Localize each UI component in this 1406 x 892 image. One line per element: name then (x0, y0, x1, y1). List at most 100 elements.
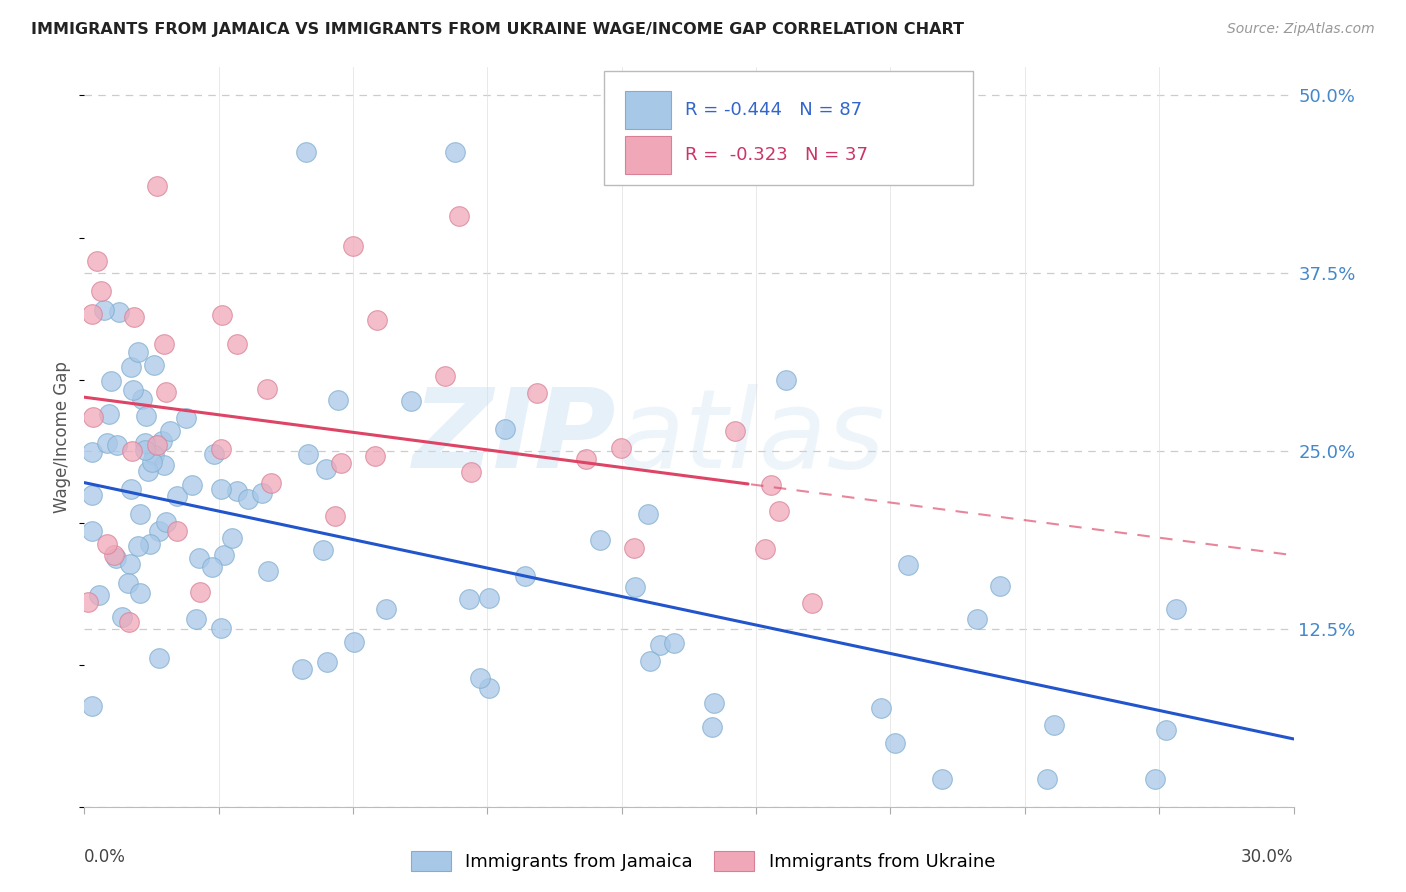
Point (648, 638, 671, 652)
Text: 30.0%: 30.0% (1241, 848, 1294, 866)
Y-axis label: Wage/Income Gap: Wage/Income Gap (53, 361, 72, 513)
Point (134, 436, 156, 450)
Point (82, 409, 104, 424)
Point (329, 456, 352, 470)
Point (201, 559, 224, 574)
Point (124, 310, 146, 325)
Point (77, 595, 100, 609)
Point (364, 449, 387, 463)
Point (457, 591, 479, 606)
Point (702, 720, 724, 734)
Point (1166, 602, 1188, 616)
Point (143, 449, 166, 463)
Point (623, 541, 645, 555)
Point (883, 736, 905, 750)
Point (966, 611, 988, 625)
Point (375, 601, 398, 615)
Point (212, 548, 235, 562)
Point (988, 579, 1011, 593)
Point (111, 610, 134, 624)
Point (96, 536, 118, 550)
Point (146, 438, 169, 452)
Point (96, 436, 118, 450)
Point (434, 369, 457, 384)
Point (931, 772, 953, 786)
Point (637, 507, 659, 521)
Point (181, 478, 204, 492)
Point (100, 375, 122, 389)
Legend: Immigrants from Jamaica, Immigrants from Ukraine: Immigrants from Jamaica, Immigrants from… (404, 844, 1002, 879)
Point (256, 564, 278, 578)
Text: 0.0%: 0.0% (84, 848, 127, 866)
Point (323, 509, 346, 524)
Point (118, 615, 141, 630)
Point (225, 484, 247, 499)
Point (150, 434, 173, 448)
Point (155, 515, 177, 529)
Point (139, 537, 162, 551)
Point (754, 542, 776, 557)
Point (526, 386, 548, 401)
Point (238, 491, 260, 506)
FancyBboxPatch shape (624, 91, 671, 128)
Point (477, 681, 499, 695)
Point (662, 635, 685, 649)
Point (1154, 723, 1177, 738)
Point (87, 588, 110, 602)
Point (250, 485, 273, 500)
Point (328, 393, 350, 408)
Point (775, 373, 797, 387)
Point (589, 533, 612, 548)
Point (494, 422, 516, 436)
Point (703, 696, 725, 710)
Point (103, 548, 125, 562)
Point (449, 210, 471, 224)
Point (209, 442, 232, 456)
Point (801, 596, 824, 610)
Text: IMMIGRANTS FROM JAMAICA VS IMMIGRANTS FROM UKRAINE WAGE/INCOME GAP CORRELATION C: IMMIGRANTS FROM JAMAICA VS IMMIGRANTS FR… (31, 22, 965, 37)
Point (724, 425, 747, 439)
Text: Source: ZipAtlas.com: Source: ZipAtlas.com (1227, 22, 1375, 37)
Point (610, 442, 633, 456)
Point (129, 507, 152, 521)
Point (120, 482, 142, 496)
Point (221, 532, 243, 546)
Point (291, 662, 314, 676)
Point (209, 483, 232, 497)
Point (131, 392, 153, 406)
Point (148, 524, 170, 538)
Point (155, 385, 177, 400)
Point (623, 580, 645, 594)
Point (93, 303, 115, 318)
Point (120, 558, 142, 572)
Point (82, 524, 104, 539)
Point (121, 383, 143, 397)
Point (226, 337, 249, 351)
Point (90, 284, 112, 298)
Point (107, 305, 129, 319)
Point (342, 239, 364, 253)
Point (134, 443, 156, 458)
Text: ZIP: ZIP (413, 384, 616, 491)
FancyBboxPatch shape (624, 136, 671, 174)
Point (105, 438, 128, 452)
Point (401, 394, 423, 409)
Point (121, 443, 143, 458)
Point (166, 524, 188, 538)
Point (135, 409, 157, 423)
Point (468, 672, 491, 686)
Point (153, 337, 176, 351)
Point (82, 698, 104, 713)
Text: atlas: atlas (616, 384, 884, 491)
Point (104, 550, 127, 565)
Point (97, 407, 120, 421)
Point (148, 651, 170, 665)
Point (312, 542, 335, 557)
Point (188, 585, 211, 599)
Point (187, 550, 209, 565)
Point (127, 540, 149, 554)
Point (638, 654, 661, 668)
Point (343, 635, 366, 649)
Point (897, 558, 920, 573)
Point (366, 313, 388, 327)
